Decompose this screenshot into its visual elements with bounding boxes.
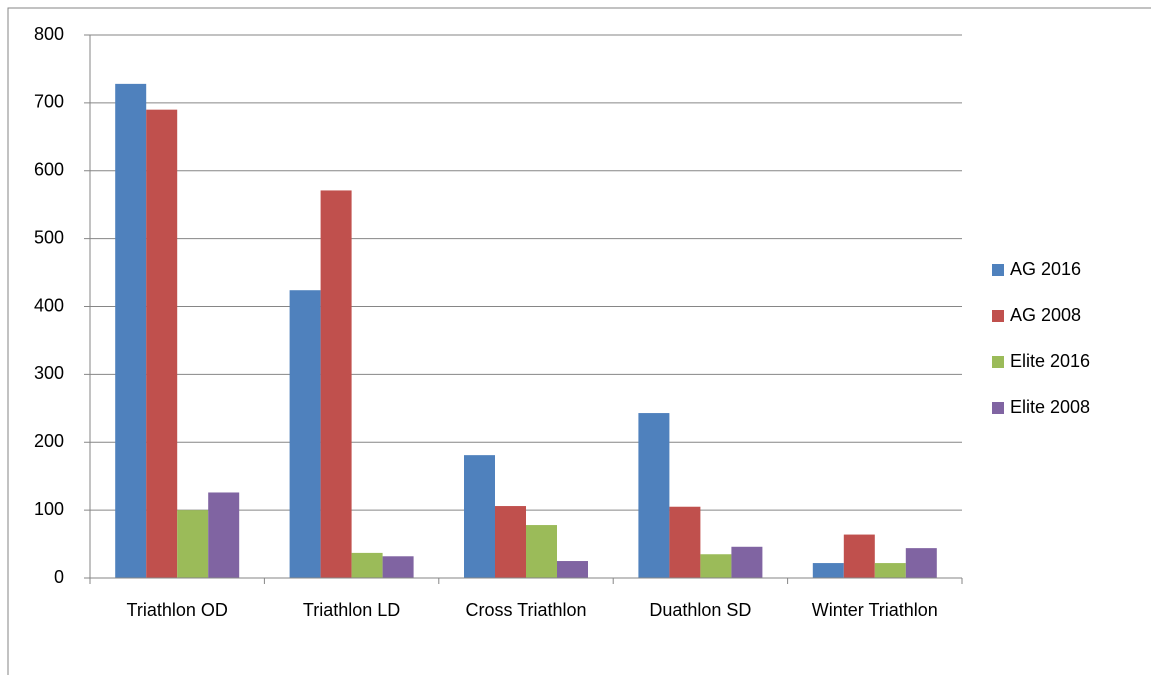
x-tick-label: Triathlon OD xyxy=(126,600,228,620)
bar xyxy=(351,552,383,578)
bar xyxy=(146,109,178,578)
x-tick-label: Triathlon LD xyxy=(302,600,401,620)
bar xyxy=(320,190,352,578)
bar xyxy=(669,506,701,578)
bar xyxy=(208,492,240,578)
chart-border xyxy=(7,7,1151,675)
legend-label: AG 2008 xyxy=(1010,305,1081,325)
legend-swatch xyxy=(992,402,1004,414)
legend-swatch xyxy=(992,356,1004,368)
x-tick-label: Winter Triathlon xyxy=(811,600,938,620)
bar xyxy=(464,455,495,578)
x-tick-label: Cross Triathlon xyxy=(465,600,587,620)
bar xyxy=(495,506,526,578)
legend-swatch xyxy=(992,310,1004,322)
y-tick-label: 200 xyxy=(34,431,64,451)
bar xyxy=(731,546,763,578)
bar xyxy=(382,556,414,578)
bar xyxy=(526,525,557,578)
y-tick-label: 300 xyxy=(34,363,64,383)
y-tick-label: 500 xyxy=(34,227,64,247)
bar xyxy=(557,561,588,578)
y-tick-label: 0 xyxy=(54,567,64,587)
bar xyxy=(812,563,844,578)
y-tick-label: 600 xyxy=(34,160,64,180)
legend-swatch xyxy=(992,264,1004,276)
bar xyxy=(177,510,209,578)
legend-label: Elite 2008 xyxy=(1010,397,1090,417)
y-tick-label: 700 xyxy=(34,92,64,112)
y-tick-label: 800 xyxy=(34,24,64,44)
y-tick-label: 100 xyxy=(34,499,64,519)
bar xyxy=(843,534,875,578)
bar xyxy=(874,563,906,578)
x-tick-label: Duathlon SD xyxy=(649,600,752,620)
y-tick-label: 400 xyxy=(34,295,64,315)
legend-label: AG 2016 xyxy=(1010,259,1081,279)
legend-label: Elite 2016 xyxy=(1010,351,1090,371)
bar xyxy=(115,83,147,579)
bar xyxy=(700,554,732,578)
bar xyxy=(638,413,670,578)
bar xyxy=(905,548,937,578)
bar xyxy=(289,290,321,578)
